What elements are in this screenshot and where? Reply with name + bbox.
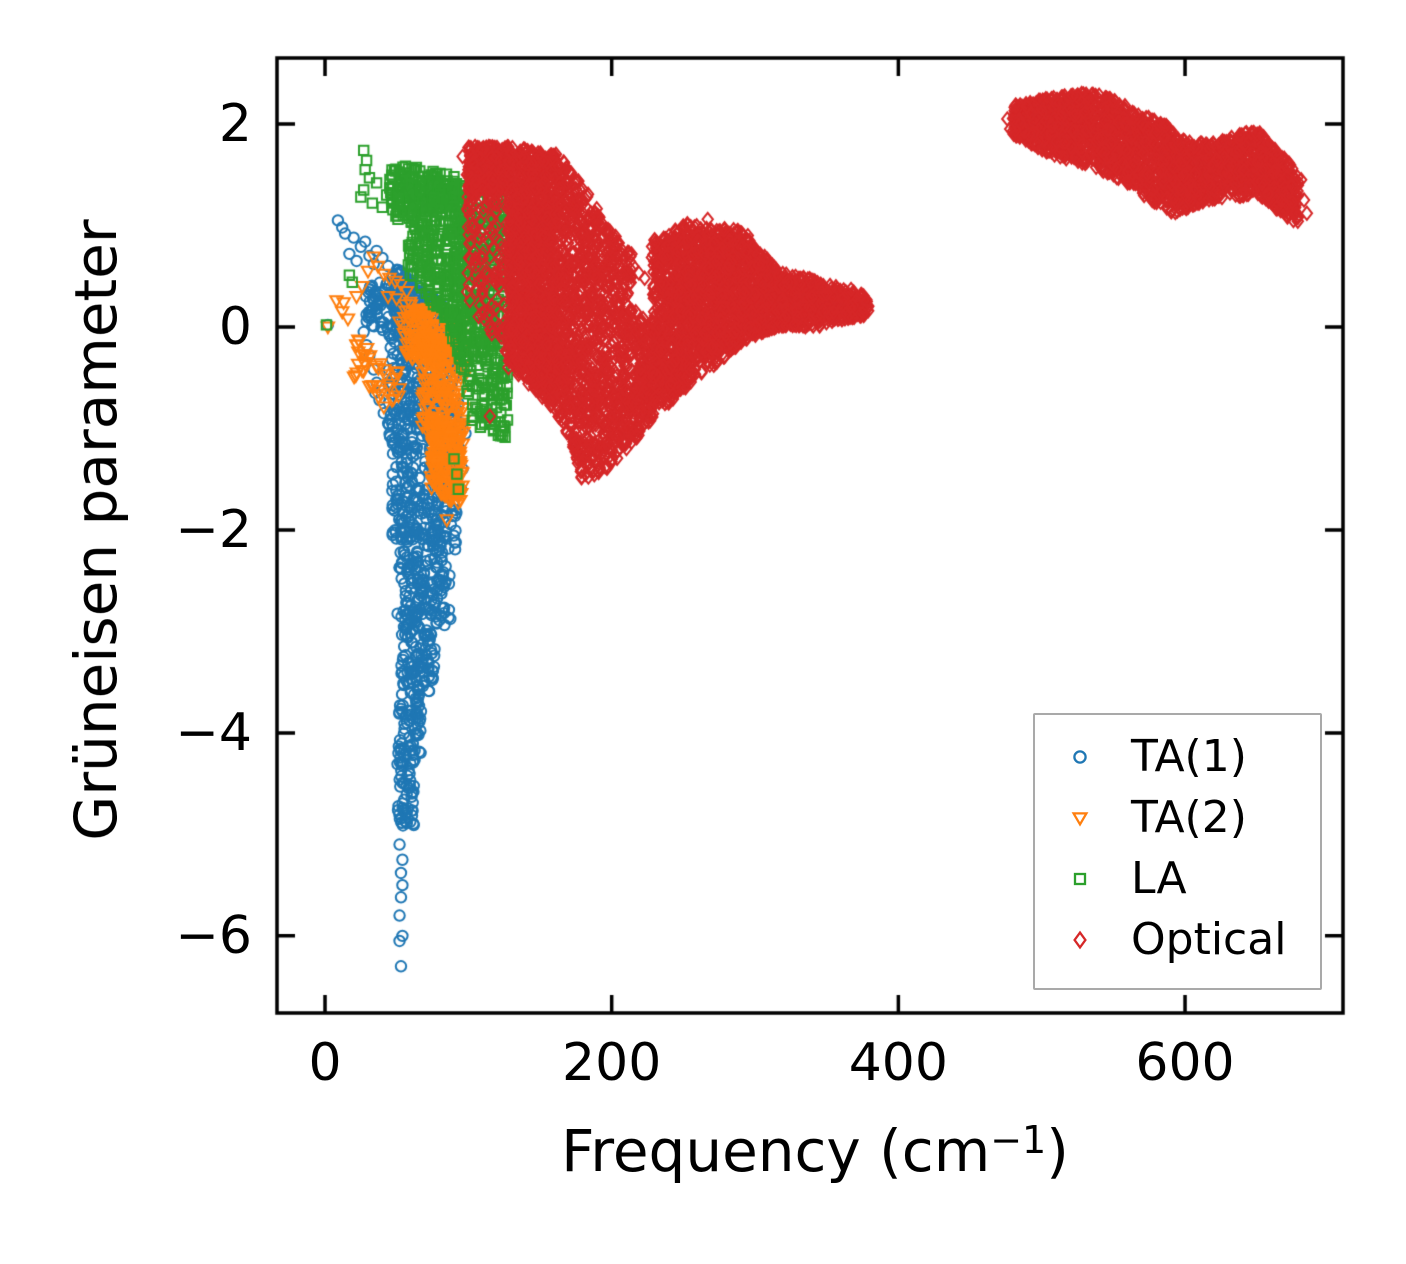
legend-item-ta2: TA(2) — [1035, 787, 1320, 848]
legend-label-optical: Optical — [1131, 913, 1287, 965]
y-tick-label: −4 — [175, 702, 252, 763]
y-tick-label: 2 — [218, 93, 252, 154]
x-tick-label: 0 — [308, 1033, 342, 1093]
legend-item-optical: Optical — [1035, 909, 1320, 970]
legend-label-ta1: TA(1) — [1131, 730, 1247, 782]
legend-label-la: LA — [1131, 852, 1187, 904]
y-tick-label: −6 — [175, 905, 252, 966]
triangle-down-marker-icon — [1071, 811, 1089, 827]
x-axis-label: Frequency (cm−1) — [561, 1121, 1069, 1180]
legend-label-la2: TA(2) — [1131, 791, 1247, 843]
x-tick-label: 200 — [562, 1033, 662, 1093]
legend: TA(1) TA(2) LA Optical — [1033, 713, 1322, 990]
y-tick-label: 0 — [218, 296, 252, 357]
circle-marker-icon — [1073, 749, 1087, 764]
x-axis-label-close: ) — [1046, 1117, 1069, 1185]
y-tick-label: −2 — [175, 499, 252, 560]
x-tick-label: 400 — [848, 1033, 948, 1093]
x-axis-label-text: Frequency (cm — [561, 1117, 991, 1185]
legend-item-la: LA — [1035, 848, 1320, 909]
x-axis-label-superscript: −1 — [990, 1117, 1047, 1162]
square-marker-icon — [1073, 872, 1087, 885]
x-tick-label: 600 — [1135, 1033, 1235, 1093]
diamond-marker-icon — [1073, 930, 1087, 949]
legend-item-ta1: TA(1) — [1035, 726, 1320, 787]
